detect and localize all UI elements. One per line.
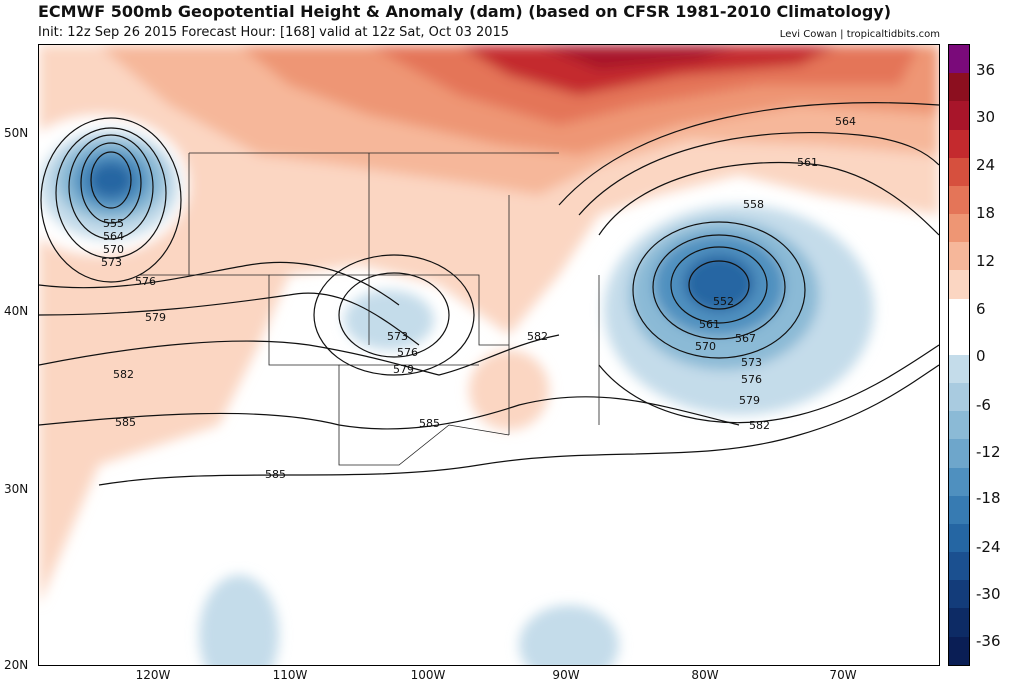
contour-label: 570 bbox=[103, 243, 124, 256]
colorbar-label: -36 bbox=[976, 632, 1001, 650]
contour-label: 579 bbox=[739, 394, 760, 407]
colorbar-segment bbox=[949, 101, 969, 130]
colorbar-label: 12 bbox=[976, 252, 996, 270]
height-contours bbox=[39, 102, 939, 486]
colorbar-label: 30 bbox=[976, 108, 996, 126]
contour-label: 573 bbox=[741, 356, 762, 369]
anomaly-map bbox=[39, 45, 939, 665]
contour-label: 573 bbox=[101, 256, 122, 269]
contour-label: 579 bbox=[393, 363, 414, 376]
colorbar-segment bbox=[949, 467, 969, 496]
contour-label: 558 bbox=[743, 198, 764, 211]
lat-label-40n: 40N bbox=[4, 304, 29, 318]
colorbar bbox=[948, 44, 970, 666]
lat-label-50n: 50N bbox=[4, 126, 29, 140]
colorbar-label: 6 bbox=[976, 300, 986, 318]
colorbar-segment bbox=[949, 354, 969, 384]
map-title: ECMWF 500mb Geopotential Height & Anomal… bbox=[38, 2, 892, 21]
lat-label-30n: 30N bbox=[4, 482, 29, 496]
contour-label: 570 bbox=[695, 340, 716, 353]
contour-label: 561 bbox=[797, 156, 818, 169]
contour-label: 582 bbox=[749, 419, 770, 432]
contour-label: 576 bbox=[741, 373, 762, 386]
colorbar-label: 0 bbox=[976, 347, 986, 365]
contour-label: 579 bbox=[145, 311, 166, 324]
colorbar-segment bbox=[949, 129, 969, 158]
colorbar-label: -18 bbox=[976, 489, 1001, 507]
colorbar-segment bbox=[949, 157, 969, 186]
colorbar-segment bbox=[949, 411, 969, 440]
contour-label: 564 bbox=[103, 230, 124, 243]
map-subtitle: Init: 12z Sep 26 2015 Forecast Hour: [16… bbox=[38, 25, 510, 40]
contour-label: 582 bbox=[527, 330, 548, 343]
contour-labels: 5555645705735765795825855735765795855855… bbox=[101, 115, 856, 481]
colorbar-segment bbox=[949, 73, 969, 102]
colorbar-label: -12 bbox=[976, 443, 1001, 461]
colorbar-segment bbox=[949, 298, 969, 327]
colorbar-label: -30 bbox=[976, 585, 1001, 603]
lon-label-100w: 100W bbox=[410, 668, 446, 682]
contour-label: 552 bbox=[713, 295, 734, 308]
lon-label-80w: 80W bbox=[691, 668, 719, 682]
colorbar-segment bbox=[949, 185, 969, 215]
colorbar-segment bbox=[949, 45, 969, 74]
contour-label: 555 bbox=[103, 217, 124, 230]
contour-label: 564 bbox=[835, 115, 856, 128]
colorbar-segment bbox=[949, 608, 969, 637]
colorbar-label: 24 bbox=[976, 156, 996, 174]
lon-label-70w: 70W bbox=[829, 668, 857, 682]
colorbar-label: -24 bbox=[976, 538, 1001, 556]
contour-label: 576 bbox=[397, 346, 418, 359]
colorbar-segment bbox=[949, 495, 969, 524]
colorbar-segment bbox=[949, 439, 969, 468]
contour-label: 585 bbox=[115, 416, 136, 429]
boundaries bbox=[139, 152, 600, 466]
colorbar-segment bbox=[949, 383, 969, 412]
colorbar-segment bbox=[949, 326, 969, 355]
colorbar-label: -6 bbox=[976, 396, 991, 414]
lon-label-110w: 110W bbox=[272, 668, 308, 682]
colorbar-segment bbox=[949, 214, 969, 243]
contour-label: 585 bbox=[419, 417, 440, 430]
lon-label-90w: 90W bbox=[552, 668, 580, 682]
contour-label: 573 bbox=[387, 330, 408, 343]
colorbar-segment bbox=[949, 580, 969, 609]
colorbar-segment bbox=[949, 242, 969, 271]
lat-label-20n: 20N bbox=[4, 658, 29, 672]
lon-label-120w: 120W bbox=[135, 668, 171, 682]
colorbar-segment bbox=[949, 523, 969, 553]
credit-label: Levi Cowan | tropicaltidbits.com bbox=[779, 29, 940, 40]
colorbar-segment bbox=[949, 552, 969, 581]
map-panel: 555 564 570 573 576 579 582 585 573 576 579 585 585 5… bbox=[38, 44, 940, 666]
contour-label: 576 bbox=[135, 275, 156, 288]
colorbar-label: 36 bbox=[976, 61, 996, 79]
colorbar-label: 18 bbox=[976, 204, 996, 222]
colorbar-segment bbox=[949, 636, 969, 665]
contour-label: 582 bbox=[113, 368, 134, 381]
colorbar-segment bbox=[949, 270, 969, 299]
contour-label: 567 bbox=[735, 332, 756, 345]
contour-label: 585 bbox=[265, 468, 286, 481]
contour-label: 561 bbox=[699, 318, 720, 331]
